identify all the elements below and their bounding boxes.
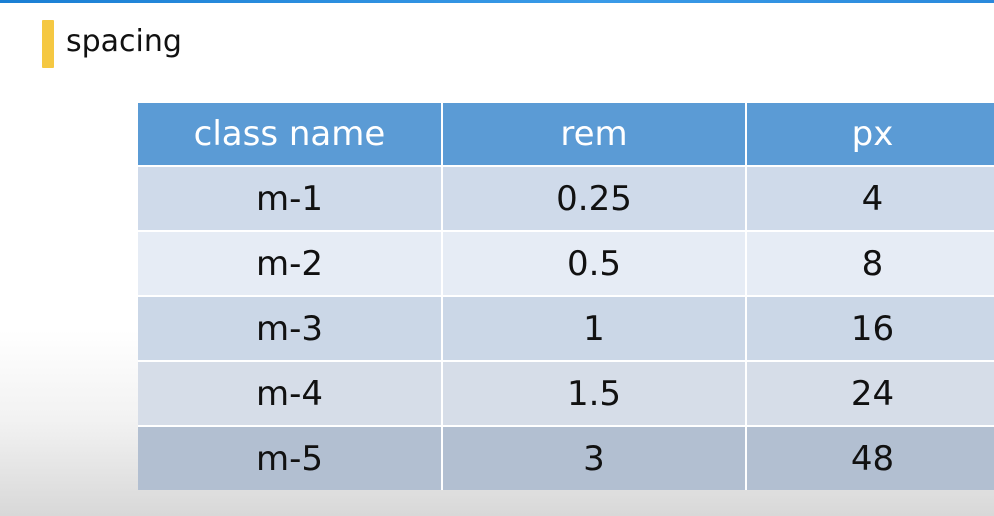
table-header-row: class name rem px xyxy=(138,103,994,167)
spacing-table-container: class name rem px m-1 0.25 4 m-2 0.5 8 m… xyxy=(138,103,994,495)
table-row: m-2 0.5 8 xyxy=(138,231,994,297)
spacing-table: class name rem px m-1 0.25 4 m-2 0.5 8 m… xyxy=(138,103,994,490)
cell-rem: 1 xyxy=(442,296,747,362)
header-px: px xyxy=(746,103,994,167)
cell-class-name: m-1 xyxy=(138,166,443,232)
cell-class-name: m-2 xyxy=(138,231,443,297)
cell-class-name: m-4 xyxy=(138,361,443,427)
cell-class-name: m-5 xyxy=(138,426,443,490)
cell-rem: 1.5 xyxy=(442,361,747,427)
top-accent-bar xyxy=(0,0,994,3)
title-marker xyxy=(42,20,54,68)
header-rem: rem xyxy=(442,103,747,167)
cell-rem: 3 xyxy=(442,426,747,490)
table-row: m-1 0.25 4 xyxy=(138,166,994,232)
cell-px: 16 xyxy=(746,296,994,362)
table-row: m-3 1 16 xyxy=(138,296,994,362)
cell-px: 48 xyxy=(746,426,994,490)
cell-px: 8 xyxy=(746,231,994,297)
cell-rem: 0.25 xyxy=(442,166,747,232)
cell-px: 24 xyxy=(746,361,994,427)
cell-class-name: m-3 xyxy=(138,296,443,362)
table-row: m-4 1.5 24 xyxy=(138,361,994,427)
header-class-name: class name xyxy=(138,103,443,167)
slide-title: spacing xyxy=(66,24,182,59)
cell-rem: 0.5 xyxy=(442,231,747,297)
cell-px: 4 xyxy=(746,166,994,232)
table-row: m-5 3 48 xyxy=(138,426,994,490)
